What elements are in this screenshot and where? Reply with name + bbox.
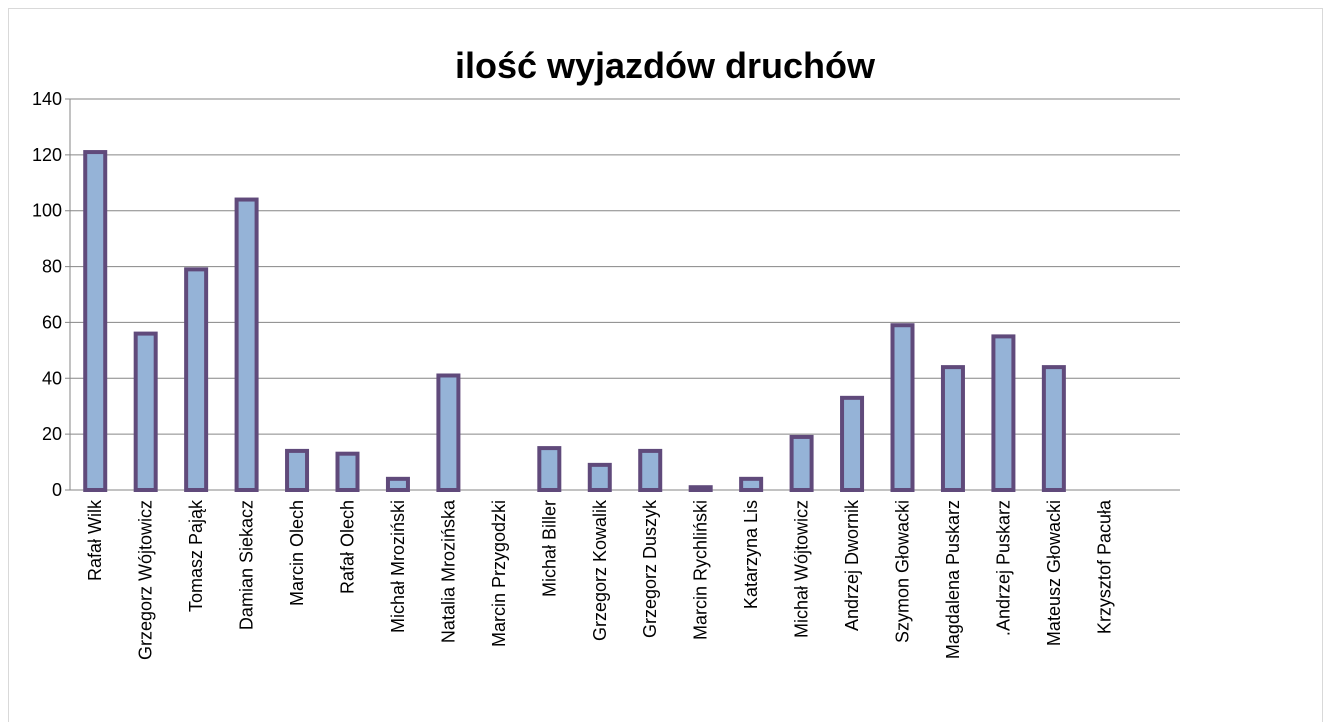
x-tick-label: Szymon Głowacki (893, 500, 913, 643)
bar (840, 395, 865, 493)
x-tick-label: Damian Siekacz (237, 500, 257, 630)
x-tick-label: Mateusz Głowacki (1044, 500, 1064, 646)
x-tick-label: .Andrzej Puskarz (993, 500, 1013, 636)
bar (587, 462, 612, 493)
y-tick-label: 100 (32, 201, 62, 221)
y-tick-label: 0 (52, 480, 62, 500)
x-tick-label: Grzegorz Kowalik (590, 499, 610, 641)
y-tick-label: 20 (42, 424, 62, 444)
y-tick-label: 80 (42, 257, 62, 277)
y-tick-label: 120 (32, 145, 62, 165)
bar (890, 323, 915, 492)
x-tick-label: Andrzej Dwornik (842, 499, 862, 631)
bar (83, 150, 108, 492)
y-tick-label: 140 (32, 89, 62, 109)
bar (234, 197, 259, 493)
x-tick-label: Michał Mroziński (388, 500, 408, 633)
x-tick-label: Marcin Rychliński (691, 500, 711, 640)
x-tick-label: Grzegorz Duszyk (640, 499, 660, 638)
bar (335, 451, 360, 493)
x-tick-label: Michał Biller (539, 500, 559, 597)
x-tick-label: Grzegorz Wójtowicz (136, 500, 156, 660)
chart-frame (8, 8, 1323, 727)
bar (385, 476, 410, 493)
bar (940, 365, 965, 492)
bar (184, 267, 209, 492)
bar (285, 448, 310, 492)
bar (739, 476, 764, 493)
x-tick-label: Marcin Przygodzki (489, 500, 509, 647)
bar (991, 334, 1016, 492)
x-tick-label: Rafał Olech (338, 500, 358, 594)
bar (1041, 365, 1066, 492)
bar (789, 434, 814, 492)
x-tick-label: Rafał Wilk (85, 499, 105, 581)
x-tick-label: Magdalena Puskarz (943, 500, 963, 659)
bar (537, 446, 562, 493)
x-tick-label: Natalia Mrozińska (438, 499, 458, 643)
bar (688, 485, 713, 493)
bar (638, 448, 663, 492)
x-tick-label: Katarzyna Lis (741, 500, 761, 609)
x-tick-label: Marcin Olech (287, 500, 307, 606)
y-tick-label: 40 (42, 368, 62, 388)
x-tick-label: Tomasz Pająk (186, 499, 206, 612)
x-tick-label: Michał Wójtowicz (792, 500, 812, 638)
x-tick-label: Krzysztof Pacuła (1094, 499, 1114, 634)
bar (133, 331, 158, 492)
y-tick-label: 60 (42, 312, 62, 332)
chart-title: ilość wyjazdów druchów (455, 45, 876, 86)
bar (436, 373, 461, 492)
